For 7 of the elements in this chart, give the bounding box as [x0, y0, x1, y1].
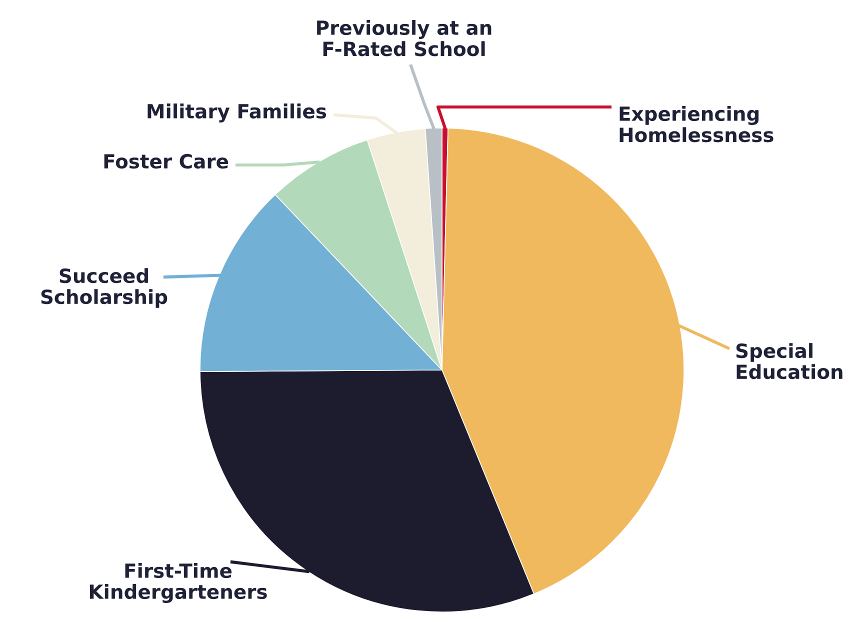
slice-label: Succeed Scholarship	[41, 268, 168, 308]
slice-label: Experiencing Homelessness	[620, 106, 774, 142]
slice-label: First-Time Kindergarteners	[90, 562, 267, 604]
slice-label: Previously at an F-Rated School	[317, 20, 492, 56]
slice-label: Military Families	[148, 104, 326, 122]
slice-label: Foster Care	[104, 154, 228, 169]
slice-label: Special Education	[736, 343, 842, 380]
